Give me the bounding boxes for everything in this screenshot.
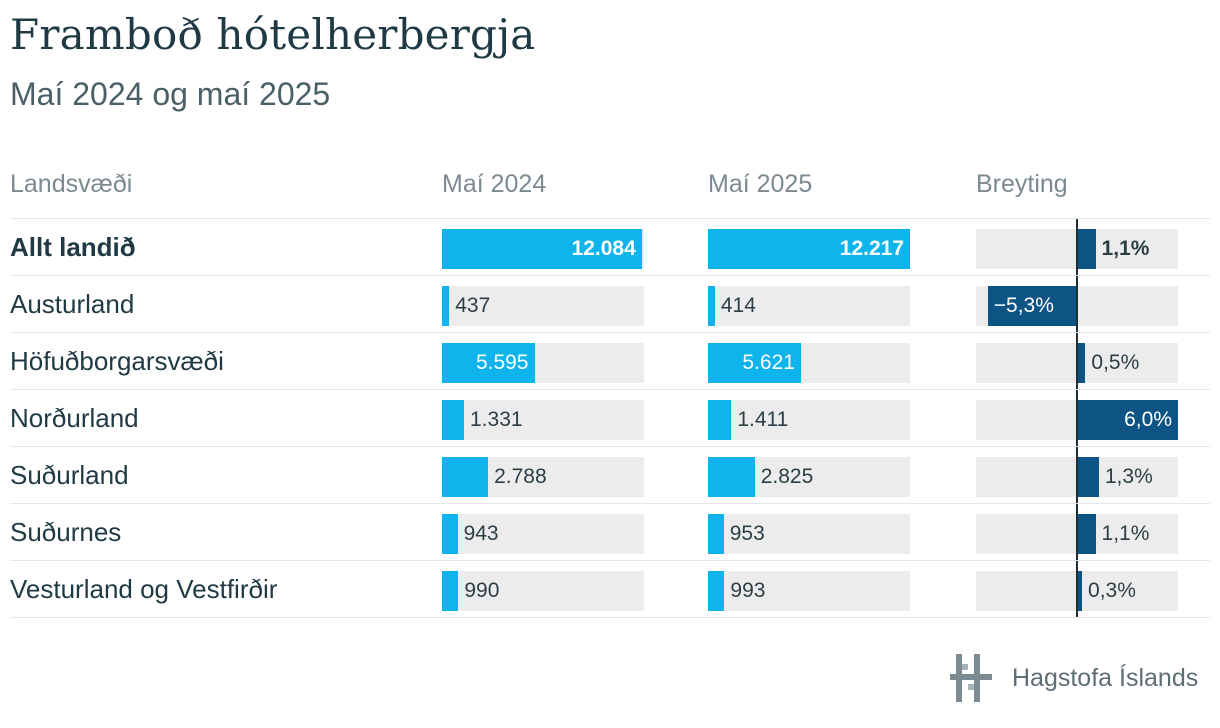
bar-2024-value-label: 990 <box>464 579 500 602</box>
change-zero-line <box>1076 561 1078 617</box>
bar-2024-track: 5.595 <box>442 343 644 383</box>
bar-2025-track: 12.217 <box>708 229 910 269</box>
bar-2024-track: 943 <box>442 514 644 554</box>
bar-2025 <box>708 571 725 611</box>
change-zero-line <box>1076 390 1078 446</box>
bar-2025-track: 1.411 <box>708 400 910 440</box>
change-zero-line <box>1076 333 1078 389</box>
change-zero-line <box>1076 504 1078 560</box>
table-row: Suðurland 2.788 2.825 1,3% <box>10 446 1210 503</box>
chart-subtitle: Maí 2024 og maí 2025 <box>10 76 331 112</box>
bar-2025-value-label: 5.621 <box>742 351 795 374</box>
table-row: Suðurnes 943 953 1,1% <box>10 503 1210 560</box>
bar-2024-value-label: 2.788 <box>494 465 547 488</box>
change-value-label: 6,0% <box>1124 408 1172 431</box>
bar-2024 <box>442 343 535 383</box>
change-bar <box>1077 457 1099 497</box>
bar-2025-value-label: 993 <box>730 579 766 602</box>
bar-2024-value-label: 1.331 <box>470 408 523 431</box>
column-header-may-2024: Maí 2024 <box>442 170 547 198</box>
change-bar <box>1077 514 1096 554</box>
table-row: Höfuðborgarsvæði 5.595 5.621 0,5% <box>10 332 1210 389</box>
column-header-may-2025: Maí 2025 <box>708 170 813 198</box>
bar-2024-track: 437 <box>442 286 644 326</box>
change-zero-line <box>1076 276 1078 332</box>
bar-2025-track: 2.825 <box>708 457 910 497</box>
change-bar <box>1077 571 1083 611</box>
row-label: Norðurland <box>10 403 139 433</box>
bar-2024 <box>442 229 642 269</box>
bar-2025-track: 414 <box>708 286 910 326</box>
bar-2024-track: 1.331 <box>442 400 644 440</box>
table-row: Allt landið 12.084 12.217 1,1% <box>10 218 1210 275</box>
bar-2025-value-label: 12.217 <box>839 237 904 260</box>
bar-2025 <box>708 514 724 554</box>
change-value-label: 0,5% <box>1091 351 1140 374</box>
bar-2024 <box>442 457 489 497</box>
bar-2024-track: 12.084 <box>442 229 644 269</box>
bar-2025 <box>708 457 755 497</box>
bar-2024-value-label: 437 <box>455 294 491 317</box>
row-label: Suðurland <box>10 460 129 490</box>
bar-2025-value-label: 2.825 <box>760 465 814 488</box>
chart-title: Framboð hótelherbergja <box>10 10 536 59</box>
bar-2025 <box>708 286 715 326</box>
table-row: Norðurland 1.331 1.411 6,0% <box>10 389 1210 446</box>
change-zero-line <box>1076 447 1078 503</box>
bar-2024-track: 990 <box>442 571 644 611</box>
bar-2024 <box>442 286 450 326</box>
change-value-label: 1,1% <box>1101 522 1150 545</box>
bar-2025 <box>708 229 910 269</box>
hagstofa-logo: Hagstofa Íslands <box>950 650 1200 706</box>
column-header-change: Breyting <box>976 170 1068 198</box>
row-label: Allt landið <box>10 232 136 262</box>
table-row: Austurland 437 414 −5,3% <box>10 275 1210 332</box>
bar-2024 <box>442 571 459 611</box>
table-row: Vesturland og Vestfirðir 990 993 0,3% <box>10 560 1210 618</box>
row-label: Austurland <box>10 289 135 319</box>
bar-2025-value-label: 1.411 <box>737 408 789 431</box>
row-label: Höfuðborgarsvæði <box>10 346 224 376</box>
row-label: Suðurnes <box>10 517 122 547</box>
change-bar <box>1077 400 1178 440</box>
change-value-label: −5,3% <box>993 294 1054 317</box>
column-header-region: Landsvæði <box>10 170 133 198</box>
bar-2024-value-label: 943 <box>463 522 499 545</box>
bar-2024-value-label: 12.084 <box>571 237 636 260</box>
hagstofa-logo-icon <box>950 654 992 702</box>
bar-2025-track: 953 <box>708 514 910 554</box>
bar-2025-value-label: 414 <box>720 294 756 317</box>
change-bar <box>1077 343 1086 383</box>
bar-2024 <box>442 514 458 554</box>
change-value-label: 1,1% <box>1101 237 1150 260</box>
logo-text: Hagstofa Íslands <box>1012 664 1199 692</box>
change-value-label: 1,3% <box>1104 465 1153 488</box>
bar-2025 <box>708 400 732 440</box>
change-zero-line <box>1076 219 1078 275</box>
data-table: Allt landið 12.084 12.217 1,1% Austurland 437… <box>10 218 1210 618</box>
bar-2025 <box>708 343 801 383</box>
change-bar <box>987 286 1077 326</box>
change-value-label: 0,3% <box>1088 579 1136 602</box>
bar-2024-track: 2.788 <box>442 457 644 497</box>
row-label: Vesturland og Vestfirðir <box>10 574 278 604</box>
bar-2025-value-label: 953 <box>729 522 765 545</box>
bar-2024 <box>442 400 464 440</box>
change-bar <box>1077 229 1096 269</box>
bar-2024-value-label: 5.595 <box>475 351 529 374</box>
bar-2025-track: 993 <box>708 571 910 611</box>
bar-2025-track: 5.621 <box>708 343 910 383</box>
